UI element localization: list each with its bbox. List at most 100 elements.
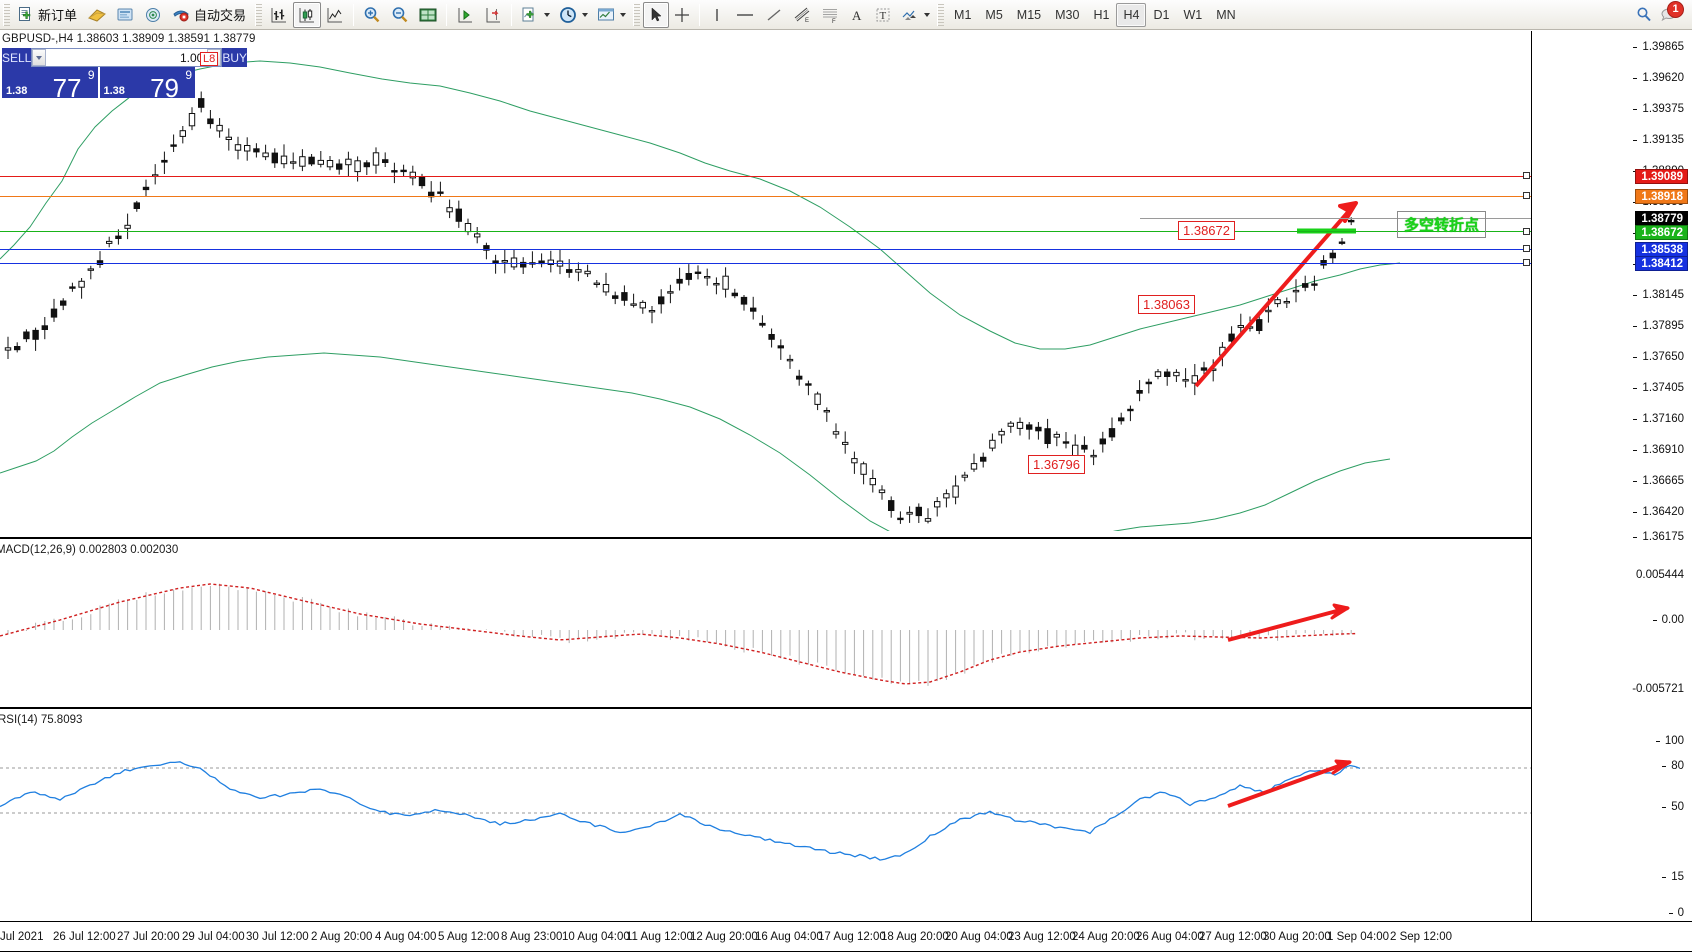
equidistant-channel-tool[interactable]: E (788, 2, 816, 28)
horizontal-line-icon (737, 13, 754, 16)
price-label-1-36796[interactable]: 1.36796 (1028, 455, 1085, 474)
toolbar-grip[interactable] (3, 3, 10, 26)
buy-button[interactable]: BUY (222, 48, 248, 67)
expert-advisors-button[interactable] (83, 2, 111, 28)
timeframe-m5[interactable]: M5 (985, 7, 1003, 22)
vertical-line-tool[interactable] (704, 2, 730, 28)
symbol-header: GBPUSD-,H4 1.38603 1.38909 1.38591 1.387… (2, 33, 256, 45)
channel-icon: E (794, 7, 810, 24)
timeframe-w1[interactable]: W1 (1183, 7, 1203, 22)
clock-icon (560, 6, 576, 23)
timeframe-h4[interactable]: H4 (1116, 2, 1147, 27)
time-label-0: Jul 2021 (0, 931, 44, 943)
periods-button[interactable] (554, 2, 592, 28)
axis-badge-1-39089[interactable]: 1.39089 (1635, 169, 1688, 184)
new-order-button[interactable]: 新订单 (13, 2, 83, 28)
one-click-trading-panel[interactable]: SELL BUY 1.38 77 9 1.38 (2, 48, 248, 103)
trendline-tool[interactable] (760, 2, 788, 28)
text-label-icon: T (876, 8, 890, 22)
bar-chart-icon (271, 7, 287, 22)
level-handle-1-38538[interactable] (1523, 245, 1530, 252)
terminal-icon (117, 8, 133, 20)
crosshair-icon (675, 7, 690, 22)
horizontal-line-tool[interactable] (730, 2, 760, 28)
chart-shift-button[interactable] (479, 2, 507, 28)
macd-pane[interactable]: MACD(12,26,9) 0.002803 0.002030 (0, 544, 1531, 705)
crosshair-tool[interactable] (669, 2, 695, 28)
axis-tick-1-37405: 1.37405 (1633, 382, 1684, 394)
shapes-tool[interactable] (896, 2, 934, 28)
level-line-1-39089[interactable] (0, 176, 1531, 177)
time-axis[interactable]: Jul 2021 26 Jul 12:00 27 Jul 20:00 29 Ju… (0, 921, 1692, 952)
level-line-1-38918[interactable] (0, 196, 1531, 197)
indicators-button[interactable] (516, 2, 554, 28)
text-tool[interactable]: A (844, 2, 870, 28)
volume-input[interactable] (46, 49, 208, 66)
tile-windows-button[interactable] (414, 2, 442, 28)
level-handle-1-38412[interactable] (1523, 259, 1530, 266)
zoom-out-button[interactable] (386, 2, 414, 28)
chartshift-icon (486, 7, 501, 22)
toolbar-grip-3[interactable] (633, 3, 641, 26)
toolbar-grip-4[interactable] (937, 3, 945, 26)
timeframe-mn[interactable]: MN (1216, 7, 1236, 22)
level-handle-1-39089[interactable] (1523, 172, 1530, 179)
axis-tick-1-39375: 1.39375 (1633, 103, 1684, 115)
timeframe-m1[interactable]: M1 (954, 7, 972, 22)
time-label-5: 2 Aug 20:00 (311, 931, 373, 943)
axis-badge-1-38672[interactable]: 1.38672 (1635, 225, 1688, 240)
timeframe-d1[interactable]: D1 (1153, 7, 1170, 22)
time-label-16: 23 Aug 12:00 (1008, 931, 1076, 943)
volume-decrease-button[interactable] (32, 49, 47, 66)
buy-price-main: 79 (150, 73, 179, 103)
price-pane[interactable]: GBPUSD-,H4 1.38603 1.38909 1.38591 1.387… (0, 31, 1531, 531)
auto-scroll-button[interactable] (451, 2, 479, 28)
terminal-button[interactable] (111, 2, 139, 28)
auto-trading-button[interactable]: 自动交易 (167, 2, 252, 28)
search-icon[interactable] (1634, 5, 1654, 25)
toolbar-grip-2[interactable] (255, 3, 263, 26)
chart-area[interactable]: GBPUSD-,H4 1.38603 1.38909 1.38591 1.387… (0, 31, 1692, 952)
level-line-1-38538[interactable] (0, 249, 1531, 250)
price-label-1-38672[interactable]: 1.38672 (1178, 221, 1235, 240)
sell-button[interactable]: SELL (2, 48, 32, 67)
time-label-10: 11 Aug 12:00 (626, 931, 693, 943)
level-handle-1-38672[interactable] (1523, 228, 1530, 235)
turning-point-annotation[interactable]: 多空转折点 (1397, 211, 1487, 238)
axis-badge-last-price[interactable]: 1.38779 (1635, 211, 1688, 226)
axis-badge-1-38412[interactable]: 1.38412 (1635, 256, 1688, 271)
axis-badge-1-38538[interactable]: 1.38538 (1635, 242, 1688, 257)
price-label-1-38063[interactable]: 1.38063 (1138, 295, 1195, 314)
cursor-tool[interactable] (643, 1, 670, 28)
timeframe-h1[interactable]: H1 (1093, 7, 1110, 22)
fibonacci-tool[interactable]: F (816, 2, 844, 28)
buy-quote[interactable]: 1.38 79 9 (99, 67, 195, 103)
level-handle-1-38918[interactable] (1523, 192, 1530, 199)
bar-chart-button[interactable] (265, 2, 293, 28)
axis-badge-1-38918[interactable]: 1.38918 (1635, 189, 1688, 204)
level-line-1-38412[interactable] (0, 263, 1531, 264)
macd-uptrend-arrow (1227, 603, 1350, 642)
axis-tick-1-37895: 1.37895 (1633, 320, 1684, 332)
rsi-header: RSI(14) 75.8093 (0, 714, 83, 726)
axis-tick-rsi-80: 80 (1662, 760, 1684, 772)
rsi-pane[interactable]: RSI(14) 75.8093 (0, 714, 1531, 874)
time-label-9: 10 Aug 04:00 (562, 931, 630, 943)
line-chart-button[interactable] (321, 2, 349, 28)
candlestick-chart-button[interactable] (293, 1, 322, 28)
level-line-1-38672[interactable] (0, 231, 1531, 232)
timeframe-m30[interactable]: M30 (1055, 7, 1080, 22)
notifications-button[interactable]: 1 (1660, 0, 1684, 25)
object-tag-l8[interactable]: L8 (200, 52, 219, 66)
timeframe-m15[interactable]: M15 (1016, 7, 1042, 22)
zoom-in-button[interactable] (358, 2, 386, 28)
price-axis[interactable]: 1.39865 1.39620 1.39375 1.39135 1.38890 … (1523, 31, 1692, 921)
data-window-button[interactable] (139, 2, 167, 28)
zoom-out-icon (392, 6, 408, 22)
axis-tick-1-36665: 1.36665 (1633, 475, 1684, 487)
volume-field-group[interactable] (31, 48, 223, 67)
text-label-tool[interactable]: T (870, 2, 896, 28)
templates-button[interactable] (592, 2, 630, 28)
sell-quote[interactable]: 1.38 77 9 (2, 67, 98, 101)
autoscroll-icon (458, 7, 473, 22)
